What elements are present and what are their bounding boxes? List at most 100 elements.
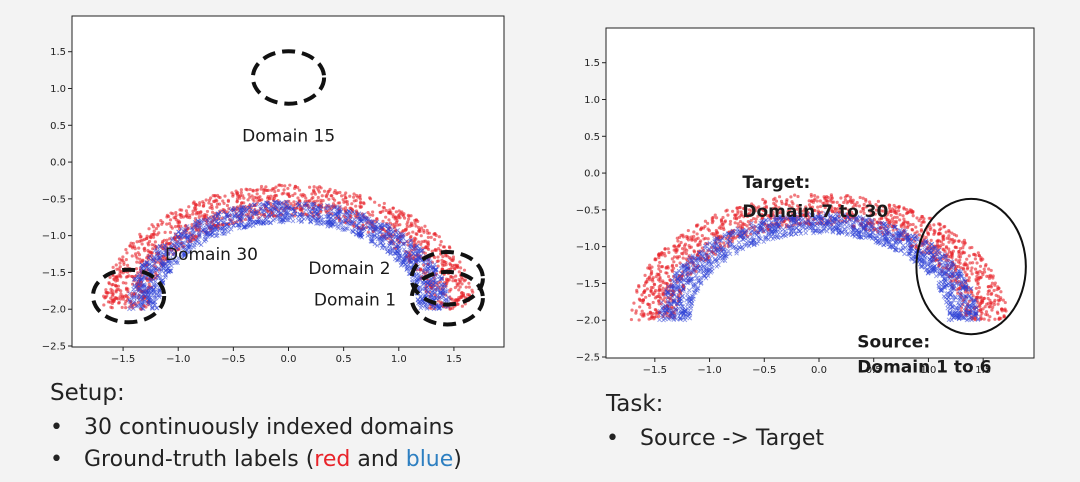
red-dot-point xyxy=(433,247,438,252)
red-dot-point xyxy=(649,285,653,290)
red-dot-point xyxy=(974,286,978,290)
red-dot-point xyxy=(344,196,348,200)
red-dot-point xyxy=(650,265,654,269)
red-dot-point xyxy=(384,215,388,219)
red-dot-point xyxy=(327,197,331,201)
red-dot-point xyxy=(312,185,316,189)
red-dot-point xyxy=(724,209,728,213)
red-dot-point xyxy=(379,210,383,214)
blue-x-point xyxy=(147,278,153,284)
red-dot-point xyxy=(174,213,178,217)
red-dot-point xyxy=(381,219,385,223)
red-dot-point xyxy=(343,193,347,197)
red-dot-point xyxy=(731,209,735,213)
red-dot-point xyxy=(105,290,109,295)
red-dot-point xyxy=(368,197,373,201)
blue-x-point xyxy=(216,216,222,221)
red-dot-point xyxy=(973,317,977,322)
red-dot-point xyxy=(639,312,643,316)
red-dot-point xyxy=(977,286,981,290)
red-dot-point xyxy=(638,305,642,309)
red-dot-point xyxy=(315,186,319,190)
red-dot-point xyxy=(459,266,463,270)
red-dot-point xyxy=(663,247,667,251)
red-dot-point xyxy=(324,195,329,199)
red-dot-point xyxy=(382,206,387,210)
red-dot-point xyxy=(348,194,352,198)
red-dot-point xyxy=(391,213,395,217)
red-dot-point xyxy=(635,290,639,294)
red-dot-point xyxy=(462,268,467,272)
blue-x-point xyxy=(443,296,449,302)
red-dot-point xyxy=(699,227,703,231)
red-dot-point xyxy=(130,282,135,286)
red-dot-point xyxy=(359,201,363,205)
red-dot-point xyxy=(145,234,149,238)
red-dot-point xyxy=(139,238,143,243)
annotation-domain-1: Domain 1 xyxy=(314,291,396,311)
red-dot-point xyxy=(286,186,290,191)
red-dot-point xyxy=(313,192,318,196)
red-dot-point xyxy=(358,204,362,208)
red-dot-point xyxy=(109,287,113,291)
annotation-domain-15: Domain 15 xyxy=(242,126,335,146)
red-dot-point xyxy=(674,263,679,268)
red-dot-point xyxy=(448,246,452,250)
red-dot-point xyxy=(789,195,793,199)
red-dot-point xyxy=(194,212,198,216)
red-dot-point xyxy=(949,254,953,259)
blue-x-point xyxy=(332,205,337,210)
red-dot-point xyxy=(205,209,210,214)
red-dot-point xyxy=(414,232,418,236)
red-dot-point xyxy=(271,197,275,201)
red-dot-point xyxy=(816,195,820,199)
red-dot-point xyxy=(405,225,409,229)
red-dot-point xyxy=(906,220,910,224)
red-dot-point xyxy=(293,185,297,189)
red-dot-point xyxy=(982,317,986,321)
red-dot-point xyxy=(467,285,471,289)
red-dot-point xyxy=(722,227,726,232)
red-dot-point xyxy=(426,235,430,239)
red-dot-point xyxy=(696,243,700,247)
red-dot-point xyxy=(320,194,324,198)
red-dot-point xyxy=(332,198,337,202)
blue-x-point xyxy=(127,299,133,304)
red-dot-point xyxy=(162,238,166,242)
x-tick-label: −0.5 xyxy=(221,354,245,365)
red-dot-point xyxy=(927,216,931,220)
red-dot-point xyxy=(345,200,349,204)
red-dot-point xyxy=(105,294,109,298)
red-dot-point xyxy=(973,257,977,261)
blue-x-point xyxy=(325,205,330,211)
red-dot-point xyxy=(150,233,154,237)
red-dot-point xyxy=(244,187,248,191)
red-dot-point xyxy=(976,281,980,285)
blue-x-point xyxy=(134,273,140,279)
red-dot-point xyxy=(407,231,411,235)
red-dot-point xyxy=(657,292,661,296)
red-dot-point xyxy=(846,194,850,198)
blue-x-point xyxy=(413,272,419,278)
red-dot-point xyxy=(664,265,668,270)
red-dot-point xyxy=(902,217,906,221)
red-dot-point xyxy=(411,230,415,234)
red-dot-point xyxy=(812,194,817,198)
blue-x-point xyxy=(368,238,374,244)
blue-x-point xyxy=(354,222,360,228)
blue-x-point xyxy=(407,254,412,260)
red-dot-point xyxy=(226,198,230,202)
red-dot-point xyxy=(168,230,173,234)
red-dot-point xyxy=(642,314,646,318)
red-dot-point xyxy=(953,245,957,249)
red-dot-point xyxy=(898,218,902,222)
red-dot-point xyxy=(397,213,401,217)
red-dot-point xyxy=(325,192,330,196)
red-dot-point xyxy=(174,211,178,215)
red-dot-point xyxy=(144,305,148,309)
blue-x-point xyxy=(368,223,374,228)
red-dot-point xyxy=(659,288,663,292)
red-dot-point xyxy=(454,274,458,278)
red-dot-point xyxy=(256,199,260,203)
red-dot-point xyxy=(115,275,119,279)
